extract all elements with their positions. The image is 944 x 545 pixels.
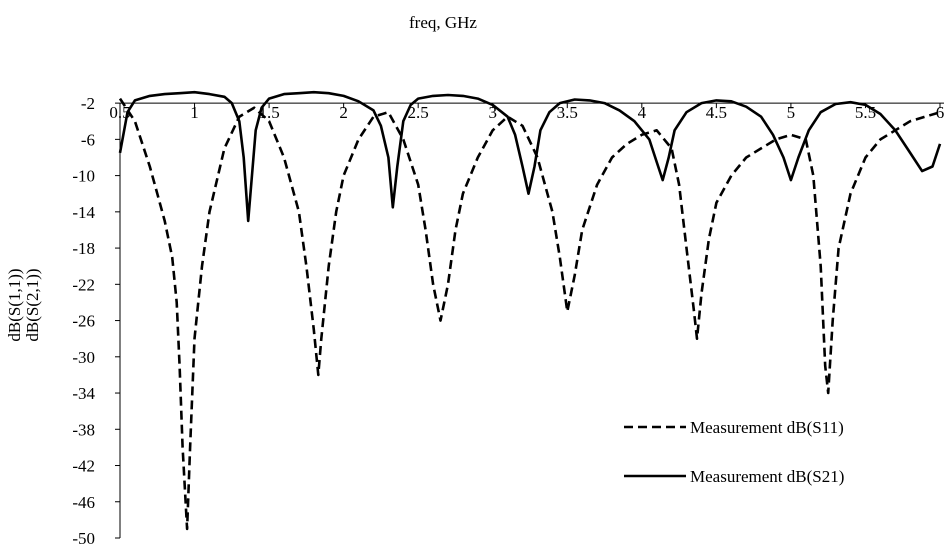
y-tick-label: -2	[81, 94, 95, 113]
x-tick-label: 1	[190, 103, 199, 122]
series-line-s21	[120, 92, 940, 221]
y-tick-label: -14	[72, 203, 95, 222]
legend-label-s21: Measurement dB(S21)	[690, 467, 844, 486]
y-tick-label: -22	[72, 275, 95, 294]
x-tick-label: 4.5	[706, 103, 727, 122]
y-tick-label: -42	[72, 457, 95, 476]
x-tick-label: 4	[638, 103, 647, 122]
y-axis-title-line-1: dB(S(1,1))	[5, 268, 24, 341]
x-tick-label: 2	[339, 103, 348, 122]
y-axis-ticks: -2 -6 -10 -14 -18 -22 -26 -30 -34 -38 -42 -46 -50	[72, 94, 120, 545]
x-tick-label: 3.5	[557, 103, 578, 122]
x-tick-label: 5	[787, 103, 796, 122]
y-tick-label: -26	[72, 312, 95, 331]
y-tick-label: -38	[72, 420, 95, 439]
legend-item-s11: Measurement dB(S11)	[624, 418, 844, 437]
y-axis-title: dB(S(1,1)) dB(S(2,1))	[5, 268, 42, 341]
y-axis-title-line-2: dB(S(2,1))	[23, 268, 42, 341]
series-group	[120, 92, 940, 529]
legend-label-s11: Measurement dB(S11)	[690, 418, 844, 437]
legend-item-s21: Measurement dB(S21)	[624, 467, 844, 486]
y-tick-label: -34	[72, 384, 95, 403]
legend: Measurement dB(S11) Measurement dB(S21)	[624, 418, 844, 486]
y-tick-label: -30	[72, 348, 95, 367]
y-tick-label: -10	[72, 167, 95, 186]
y-tick-label: -46	[72, 493, 95, 512]
chart-title: freq, GHz	[409, 13, 477, 32]
y-tick-label: -50	[72, 529, 95, 545]
y-tick-label: -18	[72, 239, 95, 258]
y-tick-label: -6	[81, 130, 95, 149]
